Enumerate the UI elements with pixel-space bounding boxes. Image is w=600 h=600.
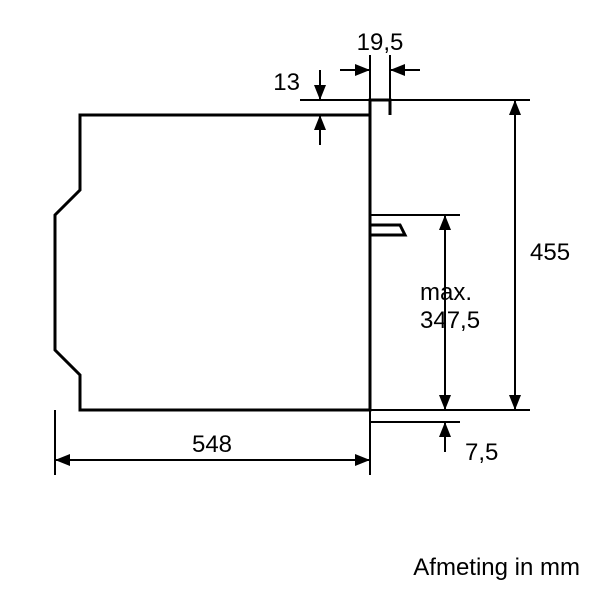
dim-height: 455 [370, 100, 570, 410]
dim-top-gap-label: 13 [273, 69, 300, 96]
top-flange [370, 100, 390, 115]
dim-bottom-gap: 7,5 [370, 422, 498, 466]
dim-width: 548 [55, 410, 370, 475]
dim-flange-label: 19,5 [357, 29, 404, 56]
caption: Afmeting in mm [413, 554, 580, 581]
dim-inner-label2: 347,5 [420, 307, 480, 334]
dim-bottom-gap-label: 7,5 [465, 439, 498, 466]
handle-stub [370, 225, 405, 235]
dim-width-label: 548 [192, 431, 232, 458]
dim-inner-label1: max. [420, 279, 472, 306]
technical-drawing: 548 13 19,5 455 max. [0, 0, 600, 600]
dim-height-label: 455 [530, 239, 570, 266]
dim-flange: 19,5 [340, 29, 420, 100]
oven-body-outline [55, 115, 370, 410]
dim-top-gap: 13 [273, 69, 370, 145]
dim-inner-height: max. 347,5 [370, 215, 480, 410]
